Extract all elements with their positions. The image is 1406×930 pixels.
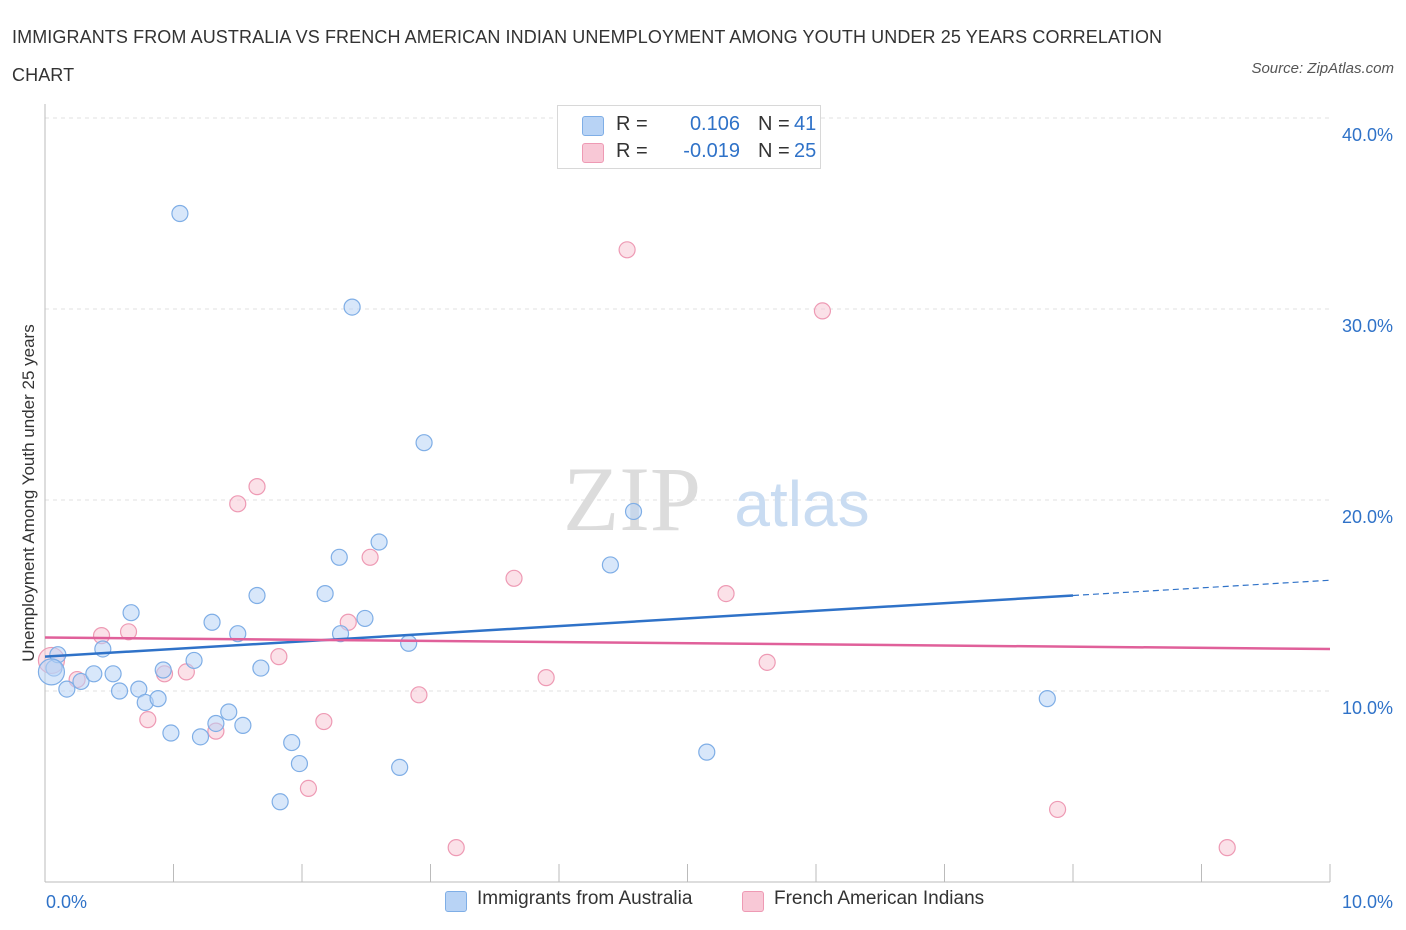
trendline-french-american-indians: [44, 636, 1331, 651]
point-australia: [207, 714, 225, 733]
point-french-american-indian: [270, 648, 288, 666]
point-australia: [185, 651, 203, 670]
point-australia: [110, 682, 129, 700]
point-australia: [316, 584, 334, 603]
r-label: R =: [616, 113, 648, 135]
n-label: N =: [758, 140, 790, 162]
point-australia: [330, 548, 348, 566]
point-french-american-indian: [119, 623, 138, 641]
y-tick-label: 20.0%: [1342, 507, 1393, 527]
point-french-american-indian: [537, 669, 555, 687]
point-australia: [290, 754, 309, 773]
point-australia: [154, 661, 172, 679]
trendline-australia: [44, 594, 1074, 658]
point-australia: [122, 604, 140, 622]
axes: [44, 104, 1331, 883]
n-value: 25: [794, 140, 817, 162]
point-australia: [220, 703, 238, 721]
point-australia: [601, 556, 620, 574]
point-australia: [415, 434, 433, 452]
r-label: R =: [616, 140, 648, 162]
series-immigrants-from-australia: [37, 204, 1056, 811]
point-french-american-indian: [717, 584, 735, 603]
point-french-american-indian: [618, 241, 636, 259]
point-australia: [271, 793, 289, 811]
legend-swatch-blue: [445, 891, 467, 912]
point-australia: [252, 659, 270, 677]
legend-swatch-pink: [742, 891, 764, 912]
trendline-australia-extension: [1072, 579, 1331, 597]
point-french-american-indian: [1048, 800, 1067, 819]
point-australia: [191, 728, 210, 746]
r-value: -0.019: [683, 140, 740, 162]
point-french-american-indian: [139, 711, 157, 729]
point-australia: [72, 672, 90, 691]
point-australia: [400, 634, 418, 652]
n-label: N =: [758, 113, 790, 135]
trendlines: [44, 579, 1331, 658]
point-australia: [85, 665, 103, 683]
point-australia: [283, 733, 301, 752]
point-australia: [370, 533, 388, 551]
x-tick-label: 10.0%: [1342, 892, 1393, 912]
point-australia: [203, 613, 221, 631]
point-french-american-indian: [248, 478, 266, 496]
watermark-atlas: atlas: [734, 468, 869, 540]
point-french-american-indian: [299, 779, 318, 798]
point-australia: [234, 716, 252, 734]
y-tick-labels: 10.0% 20.0% 30.0% 40.0%: [1342, 125, 1393, 718]
point-australia: [149, 690, 167, 708]
point-australia: [356, 609, 374, 628]
point-french-american-indian: [361, 548, 379, 566]
point-french-american-indian: [315, 712, 333, 731]
point-australia: [1038, 690, 1056, 708]
legend-swatch-pink: [582, 143, 604, 163]
point-french-american-indian: [1218, 839, 1236, 857]
y-axis-label: Unemployment Among Youth under 25 years: [19, 324, 38, 661]
point-australia: [37, 658, 66, 686]
point-australia: [171, 204, 189, 223]
point-french-american-indian: [229, 495, 247, 513]
correlation-legend: R = 0.106 N = 41 R = -0.019 N = 25: [557, 105, 821, 169]
source-label: Source: ZipAtlas.com: [1251, 60, 1394, 77]
chart-title: IMMIGRANTS FROM AUSTRALIA VS FRENCH AMER…: [12, 27, 1163, 85]
legend-label: Immigrants from Australia: [477, 888, 693, 909]
point-australia: [391, 758, 409, 777]
point-australia: [229, 625, 247, 643]
point-french-american-indian: [410, 686, 428, 704]
gridlines: [45, 117, 1330, 692]
point-australia: [162, 724, 180, 742]
point-french-american-indian: [447, 839, 465, 857]
r-value: 0.106: [689, 113, 740, 135]
x-tick-labels: 0.0% 10.0%: [46, 892, 1393, 912]
legend-swatch-blue: [582, 116, 604, 136]
x-tick-label: 0.0%: [46, 892, 87, 912]
point-australia: [343, 298, 361, 316]
y-tick-label: 10.0%: [1342, 698, 1393, 718]
point-australia: [624, 502, 643, 521]
point-french-american-indian: [505, 569, 523, 587]
watermark-zip: ZIP: [563, 448, 701, 550]
point-australia: [698, 743, 716, 761]
n-value: 41: [794, 113, 817, 135]
point-french-american-indian: [758, 653, 776, 671]
series-legend: Immigrants from Australia French America…: [0, 888, 1406, 918]
point-french-american-indian: [813, 302, 832, 320]
legend-label: French American Indians: [774, 888, 985, 909]
point-australia: [248, 586, 266, 605]
y-tick-label: 40.0%: [1342, 125, 1393, 145]
y-tick-label: 30.0%: [1342, 316, 1393, 336]
point-australia: [58, 680, 76, 698]
point-australia: [104, 665, 122, 683]
